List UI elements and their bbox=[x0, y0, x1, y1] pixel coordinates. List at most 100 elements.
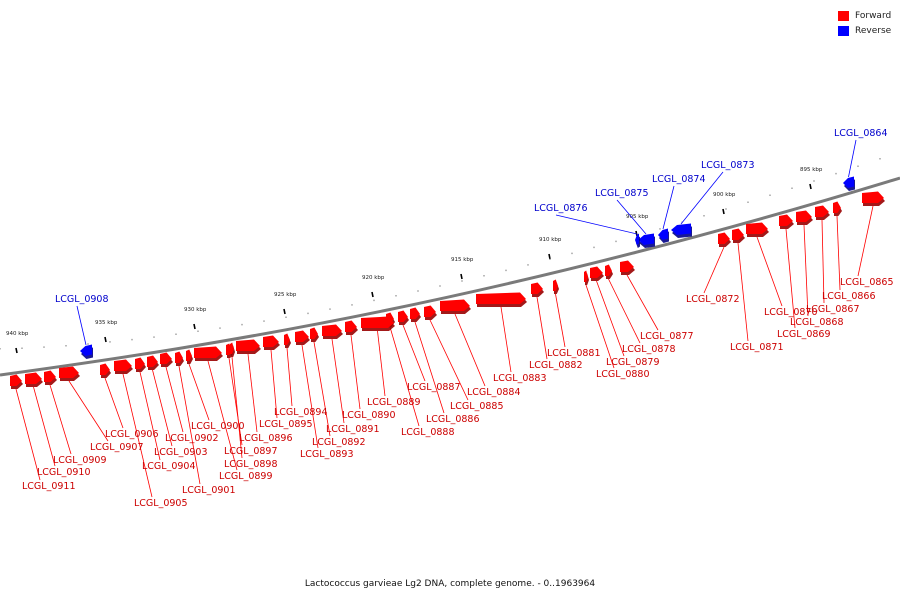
scale-major-tick bbox=[104, 336, 107, 343]
gene-arrow[interactable] bbox=[100, 363, 110, 376]
gene-label[interactable]: LCGL_0866 bbox=[822, 291, 876, 302]
gene-arrow[interactable] bbox=[310, 327, 318, 340]
gene-label[interactable]: LCGL_0903 bbox=[154, 447, 208, 458]
gene-label[interactable]: LCGL_0894 bbox=[274, 407, 328, 418]
gene-label[interactable]: LCGL_0879 bbox=[606, 357, 660, 368]
gene-arrow[interactable] bbox=[147, 355, 158, 368]
gene-arrow[interactable] bbox=[476, 292, 526, 305]
gene-arrow[interactable] bbox=[590, 266, 603, 279]
gene-label[interactable]: LCGL_0865 bbox=[840, 277, 894, 288]
gene-arrow[interactable] bbox=[44, 370, 56, 383]
gene-arrow[interactable] bbox=[186, 349, 192, 362]
gene-label[interactable]: LCGL_0896 bbox=[239, 433, 293, 444]
gene-arrow[interactable] bbox=[59, 366, 79, 379]
gene-arrow[interactable] bbox=[284, 333, 290, 346]
gene-arrow[interactable] bbox=[584, 270, 588, 283]
gene-label[interactable]: LCGL_0880 bbox=[596, 369, 650, 380]
gene-arrow[interactable] bbox=[843, 176, 854, 189]
gene-arrow[interactable] bbox=[796, 210, 812, 223]
gene-label[interactable]: LCGL_0908 bbox=[55, 294, 109, 305]
gene-arrow[interactable] bbox=[424, 305, 436, 318]
gene-label[interactable]: LCGL_0911 bbox=[22, 481, 76, 492]
gene-label[interactable]: LCGL_0885 bbox=[450, 401, 504, 412]
gene-label[interactable]: LCGL_0892 bbox=[312, 437, 366, 448]
gene-label[interactable]: LCGL_0907 bbox=[90, 442, 144, 453]
gene-leader-line bbox=[536, 296, 548, 360]
gene-label[interactable]: LCGL_0869 bbox=[777, 329, 831, 340]
gene-label[interactable]: LCGL_0900 bbox=[191, 421, 245, 432]
gene-label[interactable]: LCGL_0873 bbox=[701, 160, 755, 171]
gene-label[interactable]: LCGL_0878 bbox=[622, 344, 676, 355]
gene-label[interactable]: LCGL_0876 bbox=[534, 203, 588, 214]
gene-arrow[interactable] bbox=[322, 324, 342, 337]
gene-arrow[interactable] bbox=[718, 232, 730, 245]
gene-label[interactable]: LCGL_0870 bbox=[764, 307, 818, 318]
gene-label[interactable]: LCGL_0872 bbox=[686, 294, 740, 305]
gene-arrow[interactable] bbox=[531, 282, 543, 295]
gene-arrow[interactable] bbox=[620, 260, 634, 273]
gene-label[interactable]: LCGL_0895 bbox=[259, 419, 313, 430]
gene-label[interactable]: LCGL_0910 bbox=[37, 467, 91, 478]
gene-label[interactable]: LCGL_0867 bbox=[806, 304, 860, 315]
gene-arrow[interactable] bbox=[175, 351, 183, 364]
gene-label[interactable]: LCGL_0899 bbox=[219, 471, 273, 482]
gene-leader-line bbox=[737, 242, 749, 342]
gene-label[interactable]: LCGL_0893 bbox=[300, 449, 354, 460]
scale-label: 900 kbp bbox=[713, 192, 736, 198]
gene-label[interactable]: LCGL_0868 bbox=[790, 317, 844, 328]
gene-arrow[interactable] bbox=[779, 214, 793, 227]
gene-label[interactable]: LCGL_0898 bbox=[224, 459, 278, 470]
gene-arrow[interactable] bbox=[295, 330, 309, 343]
gene-label[interactable]: LCGL_0871 bbox=[730, 342, 784, 353]
gene-label[interactable]: LCGL_0905 bbox=[134, 498, 188, 509]
gene-arrow[interactable] bbox=[230, 342, 234, 355]
gene-arrow[interactable] bbox=[345, 320, 357, 333]
gene-arrow[interactable] bbox=[862, 191, 884, 204]
gene-label[interactable]: LCGL_0875 bbox=[595, 188, 649, 199]
gene-arrow[interactable] bbox=[361, 316, 394, 329]
gene-label[interactable]: LCGL_0877 bbox=[640, 331, 694, 342]
gene-label[interactable]: LCGL_0888 bbox=[401, 427, 455, 438]
gene-label[interactable]: LCGL_0884 bbox=[467, 387, 521, 398]
scale-major-tick bbox=[722, 208, 725, 215]
gene-label[interactable]: LCGL_0897 bbox=[224, 446, 278, 457]
gene-label[interactable]: LCGL_0887 bbox=[407, 382, 461, 393]
gene-arrow[interactable] bbox=[263, 335, 279, 348]
gene-label[interactable]: LCGL_0891 bbox=[326, 424, 380, 435]
gene-arrow[interactable] bbox=[25, 372, 42, 385]
gene-label[interactable]: LCGL_0881 bbox=[547, 348, 601, 359]
gene-arrow[interactable] bbox=[833, 201, 841, 214]
gene-arrow[interactable] bbox=[135, 357, 145, 370]
gene-label[interactable]: LCGL_0889 bbox=[367, 397, 421, 408]
gene-arrow[interactable] bbox=[815, 205, 829, 218]
gene-arrow[interactable] bbox=[440, 299, 470, 312]
gene-arrow[interactable] bbox=[398, 310, 408, 323]
gene-arrow[interactable] bbox=[671, 223, 691, 236]
gene-label[interactable]: LCGL_0904 bbox=[142, 461, 196, 472]
gene-arrow[interactable] bbox=[553, 279, 558, 292]
gene-label[interactable]: LCGL_0909 bbox=[53, 455, 107, 466]
gene-arrow[interactable] bbox=[746, 222, 768, 235]
gene-arrow[interactable] bbox=[658, 228, 668, 241]
gene-label[interactable]: LCGL_0874 bbox=[652, 174, 706, 185]
gene-arrow[interactable] bbox=[114, 359, 132, 372]
gene-label[interactable]: LCGL_0882 bbox=[529, 360, 583, 371]
gene-arrow[interactable] bbox=[638, 233, 654, 246]
gene-label[interactable]: LCGL_0864 bbox=[834, 128, 888, 139]
gene-label[interactable]: LCGL_0901 bbox=[182, 485, 236, 496]
gene-arrow[interactable] bbox=[732, 228, 744, 241]
gene-label[interactable]: LCGL_0883 bbox=[493, 373, 547, 384]
gene-arrow[interactable] bbox=[635, 233, 639, 246]
gene-arrow[interactable] bbox=[410, 307, 420, 320]
gene-label[interactable]: LCGL_0890 bbox=[342, 410, 396, 421]
gene-arrow[interactable] bbox=[605, 264, 612, 277]
gene-label[interactable]: LCGL_0906 bbox=[105, 429, 159, 440]
gene-arrow[interactable] bbox=[194, 346, 222, 359]
gene-arrow[interactable] bbox=[10, 374, 22, 387]
gene-arrow[interactable] bbox=[160, 352, 172, 365]
gene-arrow[interactable] bbox=[236, 339, 260, 352]
gene-label[interactable]: LCGL_0902 bbox=[165, 433, 219, 444]
gene-label[interactable]: LCGL_0886 bbox=[426, 414, 480, 425]
gene-arrow[interactable] bbox=[80, 344, 92, 357]
scale-major-tick bbox=[460, 273, 463, 280]
